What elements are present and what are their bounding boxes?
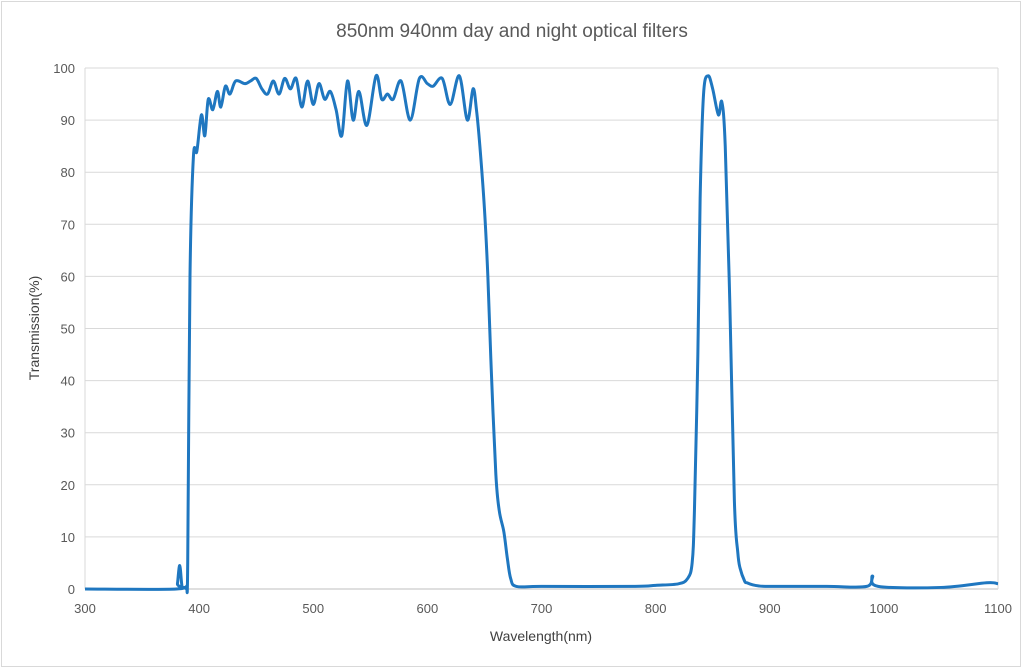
y-tick-label: 70 bbox=[61, 217, 75, 232]
y-tick-label: 50 bbox=[61, 322, 75, 337]
chart-title: 850nm 940nm day and night optical filter… bbox=[336, 21, 688, 42]
y-tick-label: 60 bbox=[61, 269, 75, 284]
y-tick-label: 100 bbox=[53, 61, 75, 76]
x-tick-label: 400 bbox=[188, 601, 210, 616]
y-tick-label: 80 bbox=[61, 165, 75, 180]
y-tick-label: 30 bbox=[61, 426, 75, 441]
x-tick-label: 1000 bbox=[869, 601, 898, 616]
y-tick-label: 10 bbox=[61, 530, 75, 545]
x-tick-label: 500 bbox=[302, 601, 324, 616]
x-axis-label: Wavelength(nm) bbox=[490, 628, 592, 644]
x-tick-labels: 300 400 500 600 700 800 900 1000 1100 bbox=[74, 601, 1012, 616]
x-tick-label: 1100 bbox=[984, 601, 1012, 616]
gridlines bbox=[84, 67, 999, 590]
y-tick-label: 40 bbox=[61, 374, 75, 389]
series-line-transmission bbox=[84, 73, 999, 595]
x-tick-label: 300 bbox=[74, 601, 96, 616]
y-tick-label: 20 bbox=[61, 478, 75, 493]
y-tick-label: 0 bbox=[68, 582, 75, 597]
x-tick-label: 600 bbox=[417, 601, 439, 616]
y-axis-label: Transmission(%) bbox=[26, 276, 42, 381]
y-tick-labels: 0 10 20 30 40 50 60 70 80 90 100 bbox=[53, 61, 75, 597]
x-tick-label: 700 bbox=[531, 601, 553, 616]
x-tick-label: 800 bbox=[645, 601, 667, 616]
y-tick-label: 90 bbox=[61, 113, 75, 128]
x-tick-label: 900 bbox=[759, 601, 781, 616]
